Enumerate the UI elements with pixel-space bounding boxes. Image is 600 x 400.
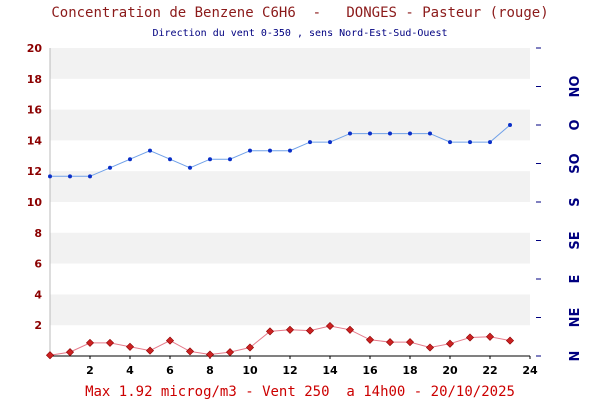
wind-point bbox=[228, 157, 232, 162]
wind-point bbox=[448, 140, 452, 145]
wind-direction-axis: N NE E SE S SO O NO bbox=[536, 47, 583, 362]
x-tick-label: 10 bbox=[242, 364, 258, 377]
grid-band bbox=[50, 294, 530, 326]
direction-label: E bbox=[568, 275, 583, 284]
chart-title: Concentration de Benzene C6H6 - DONGES -… bbox=[51, 5, 549, 21]
direction-label: O bbox=[568, 119, 583, 130]
wind-point bbox=[108, 165, 112, 170]
direction-label: N bbox=[568, 351, 583, 362]
x-tick-label: 20 bbox=[442, 364, 458, 377]
wind-point bbox=[408, 131, 412, 136]
wind-line bbox=[50, 124, 511, 177]
x-axis-ticks: 2 4 6 8 10 12 14 16 18 20 22 24 bbox=[86, 356, 538, 377]
benzene-point bbox=[345, 325, 355, 334]
benzene-point bbox=[165, 336, 175, 345]
benzene-point bbox=[485, 332, 495, 341]
grid-band bbox=[50, 232, 530, 264]
benzene-line bbox=[49, 325, 511, 356]
benzene-point bbox=[325, 321, 335, 331]
benzene-point bbox=[85, 338, 95, 347]
wind-point bbox=[168, 157, 172, 162]
x-tick-label: 2 bbox=[86, 364, 94, 377]
benzene-point bbox=[365, 335, 375, 344]
x-tick-label: 12 bbox=[282, 364, 297, 377]
direction-label: S bbox=[568, 197, 583, 206]
benzene-point bbox=[65, 348, 75, 357]
wind-point bbox=[348, 131, 352, 136]
wind-point bbox=[368, 131, 372, 136]
y-tick-label: 10 bbox=[27, 196, 43, 209]
benzene-point bbox=[145, 346, 155, 355]
wind-point bbox=[508, 123, 512, 127]
y-tick-label: 12 bbox=[27, 165, 42, 178]
x-tick-label: 6 bbox=[166, 364, 174, 377]
y-tick-label: 6 bbox=[34, 258, 42, 271]
benzene-point bbox=[405, 338, 415, 347]
y-tick-label: 20 bbox=[27, 42, 43, 55]
benzene-point bbox=[285, 325, 295, 334]
direction-label: SO bbox=[568, 153, 583, 173]
wind-point bbox=[308, 140, 312, 145]
chart-subtitle: Direction du vent 0-350 , sens Nord-Est-… bbox=[152, 28, 448, 39]
wind-point bbox=[248, 148, 252, 153]
benzene-point bbox=[245, 343, 255, 352]
y-tick-label: 8 bbox=[34, 227, 42, 240]
wind-point bbox=[388, 131, 392, 136]
benzene-point bbox=[385, 338, 395, 347]
chart-footer: Max 1.92 microg/m3 - Vent 250 a 14h00 - … bbox=[85, 384, 515, 400]
benzene-point bbox=[505, 336, 515, 345]
direction-label: SE bbox=[568, 231, 583, 249]
wind-point bbox=[88, 174, 92, 179]
wind-direction-series bbox=[48, 123, 512, 179]
benzene-point bbox=[105, 338, 115, 347]
x-tick-label: 22 bbox=[482, 364, 497, 377]
x-tick-label: 8 bbox=[206, 364, 214, 377]
direction-label: NO bbox=[568, 76, 583, 98]
y-tick-label: 14 bbox=[27, 134, 43, 147]
benzene-point bbox=[265, 327, 275, 336]
grid-band bbox=[50, 171, 530, 202]
benzene-point bbox=[445, 339, 455, 348]
benzene-point bbox=[305, 326, 315, 335]
wind-point bbox=[148, 148, 152, 153]
wind-point bbox=[68, 174, 72, 179]
y-tick-label: 4 bbox=[34, 288, 42, 301]
wind-point bbox=[208, 157, 212, 162]
benzene-point bbox=[225, 348, 235, 357]
benzene-series bbox=[45, 321, 515, 360]
x-tick-label: 18 bbox=[402, 364, 417, 377]
benzene-point bbox=[125, 342, 135, 351]
wind-point bbox=[428, 131, 432, 136]
benzene-point bbox=[465, 333, 475, 342]
y-tick-label: 18 bbox=[27, 73, 42, 86]
x-tick-label: 16 bbox=[362, 364, 378, 377]
wind-point bbox=[288, 148, 292, 153]
y-axis-ticks: 2 4 6 8 10 12 14 16 18 20 bbox=[27, 42, 43, 332]
benzene-point bbox=[425, 343, 435, 352]
wind-point bbox=[48, 174, 52, 179]
wind-point bbox=[268, 148, 272, 153]
background-bands bbox=[50, 48, 530, 326]
direction-label: NE bbox=[568, 308, 583, 328]
benzene-point bbox=[185, 347, 195, 356]
wind-point bbox=[328, 140, 332, 145]
wind-point bbox=[188, 165, 192, 170]
wind-point bbox=[128, 157, 132, 162]
y-tick-label: 16 bbox=[27, 104, 43, 117]
wind-point bbox=[468, 140, 472, 145]
x-tick-label: 4 bbox=[126, 364, 134, 377]
benzene-point bbox=[45, 351, 55, 360]
y-tick-label: 2 bbox=[34, 319, 42, 332]
benzene-point bbox=[205, 350, 215, 359]
grid-band bbox=[50, 48, 530, 79]
grid-band bbox=[50, 109, 530, 141]
x-tick-label: 24 bbox=[522, 364, 538, 377]
wind-point bbox=[488, 140, 492, 145]
x-tick-label: 14 bbox=[322, 364, 338, 377]
